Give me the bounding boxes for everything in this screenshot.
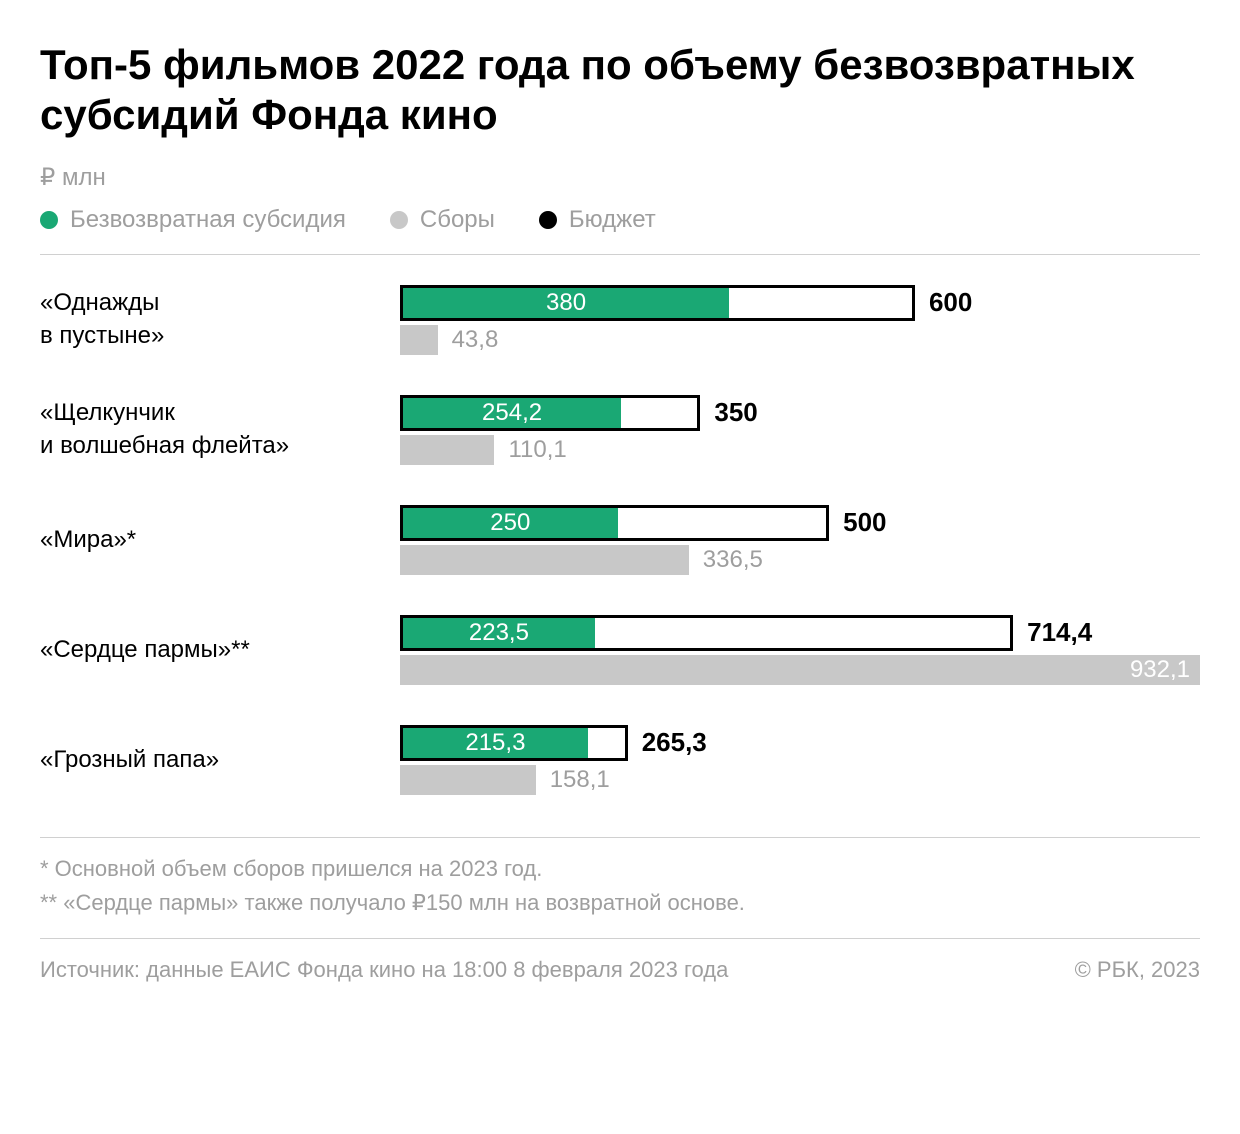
source-text: Источник: данные ЕАИС Фонда кино на 18:0… (40, 957, 728, 983)
subsidy-bar: 223,5 (403, 618, 595, 648)
legend-gross-label: Сборы (420, 206, 495, 234)
film-label: «Однаждыв пустыне» (40, 287, 400, 352)
budget-bar: 215,3 (400, 725, 628, 761)
footnotes: * Основной объем сборов пришелся на 2023… (40, 838, 1200, 938)
chart-row: «Грозный папа» 215,3 265,3 158,1 (40, 725, 1200, 795)
bars-group: 223,5 714,4 932,1 (400, 615, 1200, 685)
chart-row: «Однаждыв пустыне» 380 600 43,8 (40, 285, 1200, 355)
gross-value: 158,1 (550, 766, 610, 794)
film-label-line1: «Грозный папа» (40, 744, 388, 776)
gross-value: 336,5 (703, 546, 763, 574)
gross-bar-line: 336,5 (400, 545, 1200, 575)
subsidy-bar: 215,3 (403, 728, 588, 758)
credit-text: © РБК, 2023 (1075, 957, 1200, 983)
subsidy-value: 215,3 (465, 729, 525, 757)
legend-budget-dot (539, 211, 557, 229)
gross-bar (400, 325, 438, 355)
gross-bar-line: 158,1 (400, 765, 1200, 795)
budget-bar: 250 (400, 505, 829, 541)
gross-bar-line: 932,1 (400, 655, 1200, 685)
budget-bar: 223,5 (400, 615, 1013, 651)
legend-subsidy-label: Безвозвратная субсидия (70, 206, 346, 234)
budget-bar-line: 250 500 (400, 505, 1200, 541)
chart-title: Топ-5 фильмов 2022 года по объему безвоз… (40, 40, 1200, 141)
unit-label: ₽ млн (40, 163, 1200, 192)
chart-row: «Сердце пармы»** 223,5 714,4 932,1 (40, 615, 1200, 685)
legend-subsidy-dot (40, 211, 58, 229)
film-label-line1: «Однажды (40, 287, 388, 319)
footnote-1: * Основной объем сборов пришелся на 2023… (40, 852, 1200, 886)
chart-area: «Однаждыв пустыне» 380 600 43,8 «Щелкунчики … (40, 255, 1200, 837)
film-label-line2: и волшебная флейта» (40, 430, 388, 462)
budget-value: 265,3 (642, 727, 707, 758)
film-label-line2: в пустыне» (40, 320, 388, 352)
legend-gross-dot (390, 211, 408, 229)
film-label-line1: «Мира»* (40, 524, 388, 556)
legend-gross: Сборы (390, 206, 495, 234)
budget-bar: 380 (400, 285, 915, 321)
gross-value: 110,1 (508, 436, 566, 464)
gross-bar (400, 435, 494, 465)
subsidy-bar: 380 (403, 288, 729, 318)
film-label-line1: «Щелкунчик (40, 397, 388, 429)
bars-group: 254,2 350 110,1 (400, 395, 1200, 465)
budget-value: 350 (714, 397, 757, 428)
budget-bar: 254,2 (400, 395, 700, 431)
gross-bar (400, 765, 536, 795)
budget-value: 600 (929, 287, 972, 318)
bars-group: 250 500 336,5 (400, 505, 1200, 575)
subsidy-bar: 254,2 (403, 398, 621, 428)
budget-bar-line: 254,2 350 (400, 395, 1200, 431)
gross-value: 932,1 (1130, 656, 1190, 684)
legend-subsidy: Безвозвратная субсидия (40, 206, 346, 234)
budget-value: 714,4 (1027, 617, 1092, 648)
gross-bar: 932,1 (400, 655, 1200, 685)
gross-value: 43,8 (452, 326, 499, 354)
bars-group: 380 600 43,8 (400, 285, 1200, 355)
budget-bar-line: 223,5 714,4 (400, 615, 1200, 651)
chart-row: «Щелкунчики волшебная флейта» 254,2 350 110… (40, 395, 1200, 465)
subsidy-value: 223,5 (469, 619, 529, 647)
subsidy-value: 250 (490, 509, 530, 537)
subsidy-value: 254,2 (482, 399, 542, 427)
film-label: «Мира»* (40, 524, 400, 556)
gross-bar (400, 545, 689, 575)
legend-budget-label: Бюджет (569, 206, 656, 234)
film-label: «Грозный папа» (40, 744, 400, 776)
budget-value: 500 (843, 507, 886, 538)
legend: Безвозвратная субсидия Сборы Бюджет (40, 206, 1200, 234)
subsidy-bar: 250 (403, 508, 618, 538)
chart-row: «Мира»* 250 500 336,5 (40, 505, 1200, 575)
film-label: «Щелкунчики волшебная флейта» (40, 397, 400, 462)
gross-bar-line: 110,1 (400, 435, 1200, 465)
gross-bar-line: 43,8 (400, 325, 1200, 355)
subsidy-value: 380 (546, 289, 586, 317)
budget-bar-line: 380 600 (400, 285, 1200, 321)
legend-budget: Бюджет (539, 206, 656, 234)
film-label: «Сердце пармы»** (40, 634, 400, 666)
footer: Источник: данные ЕАИС Фонда кино на 18:0… (40, 939, 1200, 983)
budget-bar-line: 215,3 265,3 (400, 725, 1200, 761)
footnote-2: ** «Сердце пармы» также получало ₽150 мл… (40, 886, 1200, 920)
bars-group: 215,3 265,3 158,1 (400, 725, 1200, 795)
film-label-line1: «Сердце пармы»** (40, 634, 388, 666)
